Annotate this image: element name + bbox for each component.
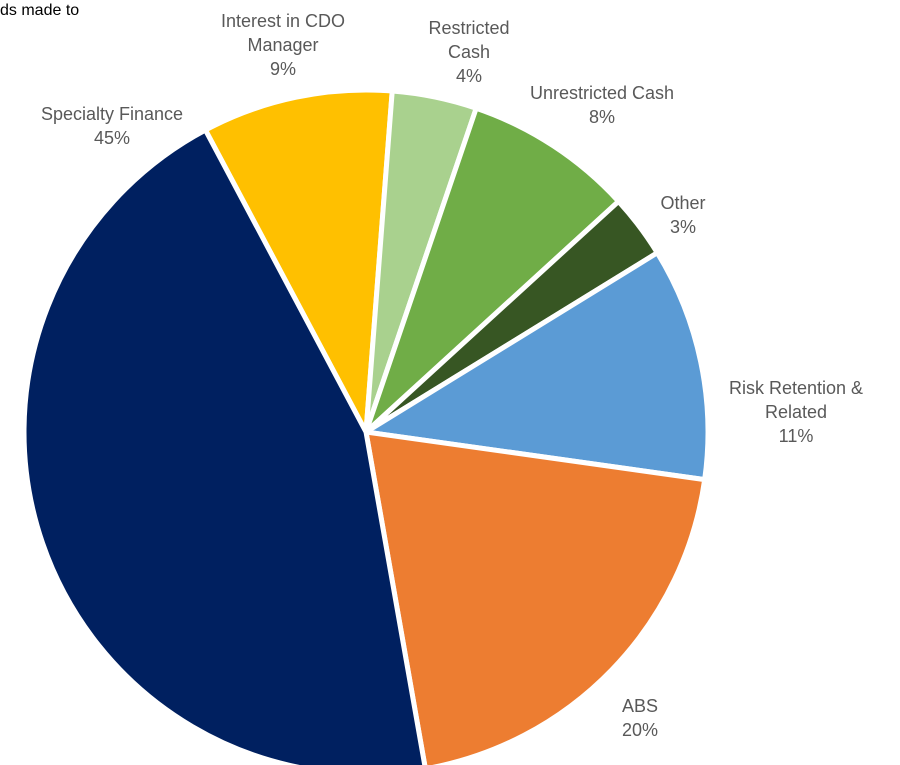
slice-label: Restricted Cash 4% xyxy=(414,16,524,88)
pie-slice xyxy=(363,250,711,483)
slice-label: Other 3% xyxy=(643,191,723,239)
value-label: 3% xyxy=(669,217,696,237)
category-label: Specialty Finance xyxy=(40,104,184,124)
category-label: Unrestricted Cash xyxy=(529,83,675,103)
category-label: Other xyxy=(660,193,706,213)
value-label: 11% xyxy=(778,426,814,446)
category-label: Interest in CDO Manager xyxy=(220,11,346,55)
pie-slice xyxy=(363,429,708,765)
value-label: 4% xyxy=(455,66,482,86)
category-label: Restricted Cash xyxy=(428,18,510,62)
slice-label: ABS 20% xyxy=(600,694,680,742)
pie-slice xyxy=(363,105,622,435)
value-label: 9% xyxy=(269,59,296,79)
value-label: 8% xyxy=(588,107,615,127)
category-label: ABS xyxy=(621,696,659,716)
slice-label: Interest in CDO Manager 9% xyxy=(208,9,358,81)
slice-label: Specialty Finance 45% xyxy=(12,102,212,150)
value-label: 45% xyxy=(93,128,131,148)
pie-slice xyxy=(202,87,395,435)
annotation: ds made to xyxy=(0,2,80,19)
slice-label: Unrestricted Cash 8% xyxy=(527,81,677,129)
value-label: 20% xyxy=(621,720,659,740)
slice-label: Risk Retention & Related 11% xyxy=(701,376,891,448)
category-label: Risk Retention & Related xyxy=(728,378,864,422)
pie-slice xyxy=(21,127,428,765)
